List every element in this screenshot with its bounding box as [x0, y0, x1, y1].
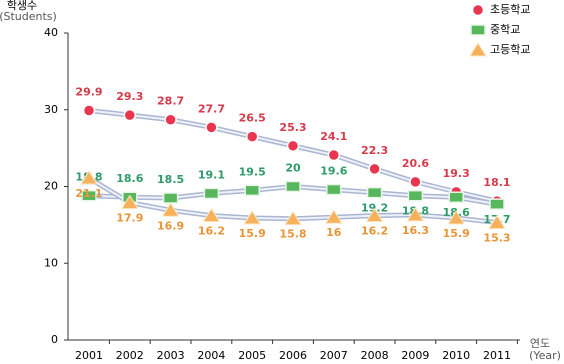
- y-tick-label: 40: [44, 26, 58, 39]
- value-label: 20.6: [402, 157, 429, 170]
- marker: [244, 184, 260, 197]
- marker: [285, 180, 301, 193]
- y-tick-label: 20: [44, 180, 58, 193]
- value-label: 28.7: [157, 95, 184, 108]
- x-tick-label: 2003: [157, 349, 185, 362]
- value-label: 29.3: [116, 90, 143, 103]
- x-tick-label: 2008: [361, 349, 389, 362]
- marker: [82, 104, 96, 117]
- marker: [489, 198, 505, 210]
- y-tick-label: 10: [44, 256, 58, 269]
- x-tick-label: 2001: [75, 349, 103, 362]
- y-axis-label-sub: (Students): [0, 10, 57, 23]
- marker: [161, 202, 180, 217]
- marker: [488, 214, 506, 230]
- value-label: 21.1: [75, 187, 102, 200]
- marker: [447, 210, 466, 225]
- legend-label: 중학교: [490, 23, 520, 36]
- value-label: 22.3: [361, 144, 388, 157]
- x-tick-label: 2009: [401, 349, 429, 362]
- value-label: 19.5: [239, 165, 266, 178]
- marker: [409, 175, 422, 189]
- x-axis-label: 연도: [530, 337, 550, 350]
- legend-label: 초등학교: [490, 3, 530, 16]
- value-label: 18.6: [116, 172, 143, 185]
- marker: [164, 113, 177, 126]
- value-label: 29.9: [75, 86, 102, 99]
- x-tick-label: 2011: [483, 349, 511, 362]
- value-label: 16.3: [402, 224, 429, 237]
- marker: [365, 207, 384, 223]
- value-label: 16.9: [157, 219, 184, 232]
- x-tick-label: 2005: [238, 349, 266, 362]
- marker: [327, 148, 341, 162]
- legend-marker: [470, 24, 486, 36]
- marker: [162, 192, 179, 204]
- marker: [326, 183, 342, 196]
- marker: [245, 130, 259, 143]
- marker: [368, 162, 381, 176]
- marker: [205, 121, 218, 134]
- value-label: 15.8: [279, 228, 306, 241]
- legend-label: 고등학교: [490, 43, 530, 56]
- value-label: 20: [285, 162, 301, 175]
- value-label: 15.9: [443, 227, 470, 240]
- marker: [81, 189, 97, 202]
- marker: [324, 209, 343, 224]
- value-label: 19.1: [198, 168, 225, 181]
- value-label: 15.9: [239, 227, 266, 240]
- marker: [80, 170, 98, 185]
- value-label: 17.9: [116, 212, 143, 225]
- value-label: 25.3: [279, 121, 306, 134]
- x-tick-label: 2006: [279, 349, 307, 362]
- marker: [202, 207, 221, 223]
- value-label: 18.5: [157, 173, 184, 186]
- value-label: 16: [326, 226, 342, 239]
- marker: [366, 186, 383, 199]
- marker: [123, 108, 137, 122]
- value-label: 18.1: [483, 176, 510, 189]
- x-tick-label: 2004: [197, 349, 225, 362]
- x-tick-label: 2007: [320, 349, 348, 362]
- value-label: 15.3: [483, 232, 510, 245]
- marker: [448, 191, 464, 203]
- x-tick-label: 2002: [116, 349, 144, 362]
- legend-marker: [469, 42, 487, 57]
- legend-marker: [471, 3, 485, 17]
- marker: [407, 189, 424, 202]
- y-tick-label: 0: [51, 333, 58, 346]
- marker: [284, 210, 302, 226]
- value-label: 27.7: [198, 102, 225, 115]
- x-axis-label-sub: (Year): [529, 349, 561, 362]
- y-axis-label: 학생수: [7, 0, 37, 12]
- marker: [406, 206, 425, 222]
- value-label: 16.2: [198, 225, 225, 238]
- value-label: 26.5: [239, 112, 266, 125]
- value-label: 24.1: [320, 130, 347, 143]
- marker: [286, 139, 300, 153]
- value-label: 19.6: [320, 165, 347, 178]
- marker: [203, 187, 220, 200]
- marker: [243, 210, 262, 225]
- value-label: 19.3: [443, 167, 470, 180]
- marker: [120, 194, 139, 210]
- y-tick-label: 30: [44, 103, 58, 116]
- x-tick-label: 2010: [442, 349, 470, 362]
- value-label: 16.2: [361, 225, 388, 238]
